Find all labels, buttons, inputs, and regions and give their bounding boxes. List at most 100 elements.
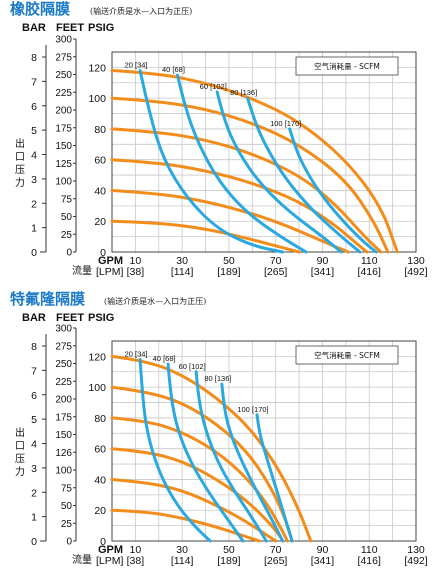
feet-tick: 75 — [61, 483, 73, 494]
feet-tick: 100 — [55, 177, 72, 188]
x-tick-gpm: 30 — [176, 255, 188, 267]
plot-frame — [111, 51, 417, 253]
x-unit-gpm: GPM — [98, 544, 123, 556]
x-tick-gpm: 130 — [407, 544, 425, 556]
x-tick-gpm: 90 — [317, 544, 329, 556]
bar-tick: 4 — [31, 150, 37, 162]
bar-tick: 1 — [31, 223, 37, 235]
y-header-feet: FEET — [56, 22, 84, 34]
x-tick-gpm: 110 — [361, 544, 378, 556]
pressure-curve-1 — [110, 354, 313, 543]
psig-tick: 0 — [100, 536, 106, 548]
x-tick-lpm: [416] — [358, 555, 381, 567]
psig-tick: 60 — [94, 155, 106, 167]
air-curve-3 — [215, 90, 343, 254]
x-tick-lpm: [38] — [127, 555, 145, 567]
pressure-curve-1 — [110, 69, 399, 254]
psig-tick: 120 — [88, 62, 106, 74]
air-curve-1 — [138, 358, 212, 543]
chart-title: 特氟隆隔膜 — [10, 290, 85, 308]
x-unit-lpm: [LPM] — [96, 266, 124, 278]
chart-subtitle: (输送介质是水—入口为正压) — [104, 296, 206, 306]
x-tick-lpm: [492] — [404, 266, 427, 278]
psig-tick: 80 — [94, 413, 106, 425]
x-tick-lpm: [189] — [217, 555, 240, 567]
legend-box — [295, 56, 399, 76]
x-tick-lpm: [114] — [171, 266, 194, 278]
feet-tick: 250 — [55, 359, 72, 370]
x-tick-lpm: [265] — [264, 555, 287, 567]
pressure-curve-6 — [110, 219, 301, 254]
feet-tick: 300 — [55, 324, 72, 335]
psig-tick: 60 — [94, 444, 106, 456]
psig-tick: 120 — [88, 351, 106, 363]
feet-tick: 150 — [55, 141, 72, 152]
feet-tick: 75 — [61, 194, 73, 205]
air-curve-4 — [246, 96, 362, 254]
feet-tick: 225 — [55, 88, 72, 99]
feet-tick: 200 — [55, 106, 72, 117]
pressure-curve-2 — [110, 96, 390, 254]
psig-tick: 40 — [94, 474, 106, 486]
x-tick-gpm: 50 — [223, 544, 235, 556]
air-curve-3 — [194, 370, 268, 543]
bar-tick: 7 — [31, 76, 37, 88]
feet-tick: 300 — [55, 35, 72, 46]
x-tick-gpm: 30 — [176, 544, 188, 556]
bar-tick: 6 — [31, 101, 37, 113]
bar-tick: 5 — [31, 414, 37, 426]
air-curve-5 — [255, 413, 294, 543]
air-curve-label: 40 [68] — [162, 65, 185, 74]
air-curve-label: 100 [170] — [237, 405, 268, 414]
bar-tick: 2 — [31, 487, 37, 499]
x-tick-gpm: 10 — [130, 255, 142, 267]
legend-box — [295, 345, 399, 365]
chart-subtitle: (输送介质是水—入口为正压) — [90, 6, 192, 16]
bar-tick: 4 — [31, 439, 37, 451]
feet-tick: 175 — [55, 412, 72, 423]
feet-tick: 275 — [55, 341, 72, 352]
feet-tick: 0 — [66, 248, 72, 259]
bar-tick: 1 — [31, 512, 37, 524]
bar-tick: 3 — [31, 174, 37, 186]
air-curve-label: 80 [136] — [230, 88, 257, 97]
bar-tick: 5 — [31, 125, 37, 137]
air-curve-label: 100 [170] — [270, 119, 301, 128]
air-curve-label: 20 [34] — [125, 60, 148, 69]
psig-tick: 40 — [94, 185, 106, 197]
psig-tick: 20 — [94, 216, 106, 228]
x-tick-lpm: [38] — [127, 266, 145, 278]
bar-tick: 3 — [31, 463, 37, 475]
psig-tick: 100 — [88, 93, 106, 105]
feet-tick: 0 — [66, 537, 72, 548]
feet-tick: 25 — [61, 230, 73, 241]
air-curve-label: 60 [102] — [179, 362, 206, 371]
legend-label: 空气消耗量 - SCFM — [314, 61, 380, 71]
pressure-curve-4 — [110, 447, 285, 543]
y-header-psig: PSIG — [88, 22, 114, 34]
chart-title: 橡胶隔膜 — [10, 0, 70, 18]
feet-tick: 175 — [55, 123, 72, 134]
pressure-curve-3 — [110, 416, 289, 543]
feet-tick: 150 — [55, 430, 72, 441]
x-tick-lpm: [114] — [171, 555, 194, 567]
x-tick-gpm: 130 — [407, 255, 425, 267]
feet-tick: 126 — [55, 448, 72, 459]
bar-tick-zero: 0 — [31, 536, 37, 548]
feet-tick: 275 — [55, 52, 72, 63]
chart-2: 特氟隆隔膜 (输送介质是水—入口为正压)BAR FEET PSIG0204060801… — [10, 290, 428, 567]
x-tick-lpm: [492] — [404, 555, 427, 567]
psig-tick: 100 — [88, 382, 106, 394]
legend-label: 空气消耗量 - SCFM — [314, 350, 380, 360]
air-curve-label: 20 [34] — [125, 349, 148, 358]
air-curve-5 — [288, 127, 378, 254]
air-curve-2 — [176, 73, 308, 254]
psig-tick: 20 — [94, 505, 106, 517]
bar-tick: 8 — [31, 52, 37, 64]
feet-tick: 50 — [61, 212, 73, 223]
feet-tick: 125 — [55, 159, 72, 170]
x-unit-gpm: GPM — [98, 255, 123, 267]
x-tick-gpm: 90 — [317, 255, 329, 267]
feet-tick: 250 — [55, 70, 72, 81]
